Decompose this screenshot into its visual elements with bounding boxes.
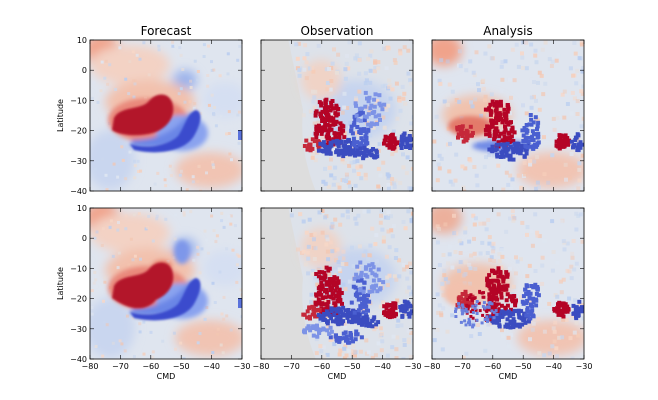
axes-frame: Analysis (431, 24, 585, 192)
x-tick-label: −30 (576, 362, 593, 371)
panel-title: Analysis (483, 24, 532, 38)
x-tick-label: −70 (112, 362, 129, 371)
x-tick-label: −70 (283, 362, 300, 371)
x-tick-label: −80 (253, 362, 270, 371)
x-tick-label: −30 (234, 362, 251, 371)
y-tick-label: 0 (82, 66, 87, 75)
y-tick-label: −20 (70, 127, 87, 136)
y-tick-label: −30 (70, 157, 87, 166)
y-tick-label: 10 (77, 36, 87, 45)
x-tick-label: −80 (82, 362, 99, 371)
heatmap-observation-row1 (261, 40, 413, 191)
y-tick-label: 10 (77, 204, 87, 213)
y-tick-label: −40 (70, 355, 87, 364)
axes-frame: 10 0 −10 −20 −30 −40 Forecast Latitude (56, 24, 243, 196)
heatmap-observation-row2 (261, 208, 413, 359)
panel-title: Forecast (141, 24, 192, 38)
heatmap-analysis-row2 (432, 208, 584, 359)
heatmap-forecast-row1 (90, 40, 242, 191)
x-axis-label: CMD (157, 372, 176, 381)
y-tick-label: −40 (70, 187, 87, 196)
axes-frame: −80 −70 −60 −50 −40 −30 10 0 −10 −20 −30 −40 CMD Lati… (56, 204, 250, 381)
x-tick-label: −60 (313, 362, 330, 371)
axes-frame: −80 −70 −60 −50 −40 −30 CMD (424, 207, 593, 381)
x-tick-label: −60 (142, 362, 159, 371)
y-tick-label: −30 (70, 325, 87, 334)
y-axis-label: Latitude (56, 267, 65, 300)
heatmap-forecast-row2 (90, 208, 242, 359)
x-axis-label: CMD (328, 372, 347, 381)
x-tick-label: −50 (344, 362, 361, 371)
x-tick-label: −50 (515, 362, 532, 371)
x-tick-label: −50 (173, 362, 190, 371)
x-tick-label: −70 (454, 362, 471, 371)
y-tick-label: −20 (70, 295, 87, 304)
x-tick-label: −60 (484, 362, 501, 371)
heatmap-analysis-row1 (432, 40, 584, 191)
x-axis-label: CMD (499, 372, 518, 381)
x-tick-label: −40 (545, 362, 562, 371)
axes-frame: −80 −70 −60 −50 −40 −30 CMD (253, 207, 422, 381)
x-tick-label: −40 (203, 362, 220, 371)
y-axis-label: Latitude (56, 99, 65, 132)
panel-title: Observation (300, 24, 373, 38)
y-tick-label: 0 (82, 234, 87, 243)
y-tick-label: −10 (70, 96, 87, 105)
y-tick-label: −10 (70, 264, 87, 273)
axes-frame: Observation (260, 24, 414, 192)
x-tick-label: −40 (374, 362, 391, 371)
x-tick-label: −80 (424, 362, 441, 371)
x-tick-label: −30 (405, 362, 422, 371)
